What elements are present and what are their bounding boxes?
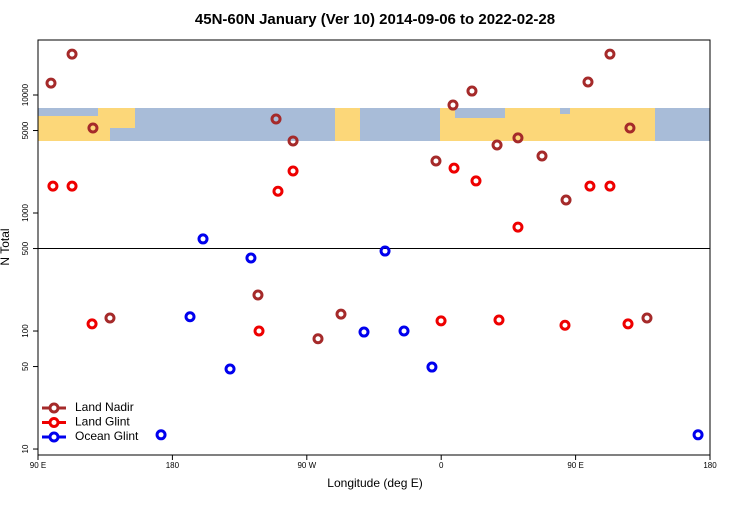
y-tick-label: 50 bbox=[21, 362, 30, 371]
data-point bbox=[622, 318, 634, 330]
data-point bbox=[493, 314, 505, 326]
data-point bbox=[624, 122, 636, 134]
data-point bbox=[287, 165, 299, 177]
data-point bbox=[270, 113, 282, 125]
data-point bbox=[430, 155, 442, 167]
data-point bbox=[512, 132, 524, 144]
legend-marker bbox=[48, 417, 60, 428]
data-point bbox=[604, 48, 616, 60]
data-point bbox=[224, 363, 236, 375]
data-point bbox=[104, 312, 116, 324]
data-point bbox=[448, 162, 460, 174]
y-axis-label: N Total bbox=[0, 228, 12, 265]
data-point bbox=[470, 175, 482, 187]
data-point bbox=[435, 315, 447, 327]
x-tick-label: 90 E bbox=[567, 461, 583, 470]
x-tick-label: 180 bbox=[703, 461, 717, 470]
data-point bbox=[536, 150, 548, 162]
x-tick-label: 180 bbox=[166, 461, 180, 470]
data-point bbox=[47, 180, 59, 192]
data-point bbox=[253, 325, 265, 337]
data-point bbox=[692, 429, 704, 441]
x-tick-label: 90 E bbox=[30, 461, 46, 470]
data-point bbox=[559, 319, 571, 331]
data-point bbox=[582, 76, 594, 88]
data-point bbox=[604, 180, 616, 192]
data-point bbox=[252, 289, 264, 301]
data-point bbox=[197, 233, 209, 245]
y-tick-label: 100 bbox=[21, 324, 30, 338]
data-point bbox=[45, 77, 57, 89]
legend-marker bbox=[48, 431, 60, 443]
data-point bbox=[584, 180, 596, 192]
y-tick-label: 10 bbox=[21, 444, 30, 453]
data-point bbox=[184, 311, 196, 323]
legend-label: Land Nadir bbox=[75, 400, 134, 414]
plot-frame bbox=[37, 39, 711, 456]
y-tick-label: 10000 bbox=[21, 83, 30, 106]
data-point bbox=[426, 361, 438, 373]
data-point bbox=[66, 180, 78, 192]
data-point bbox=[272, 185, 284, 197]
data-point bbox=[335, 308, 347, 320]
data-point bbox=[641, 312, 653, 324]
x-tick-label: 0 bbox=[439, 461, 444, 470]
data-point bbox=[358, 326, 370, 338]
data-point bbox=[66, 48, 78, 60]
data-point bbox=[245, 252, 257, 264]
data-point bbox=[87, 122, 99, 134]
map-band bbox=[38, 108, 710, 141]
data-point bbox=[287, 135, 299, 147]
y-tick-label: 5000 bbox=[21, 121, 30, 139]
x-tick-label: 90 W bbox=[297, 461, 316, 470]
data-point bbox=[466, 85, 478, 97]
data-point bbox=[447, 99, 459, 111]
data-point bbox=[512, 221, 524, 233]
legend-marker bbox=[48, 402, 60, 414]
y-tick-label: 500 bbox=[21, 241, 30, 255]
data-point bbox=[398, 325, 410, 337]
chart-title: 45N-60N January (Ver 10) 2014-09-06 to 2… bbox=[195, 11, 555, 28]
x-axis-label: Longitude (deg E) bbox=[327, 476, 422, 490]
legend-label: Land Glint bbox=[75, 415, 130, 429]
y-tick-label: 1000 bbox=[21, 204, 30, 222]
data-point bbox=[155, 429, 167, 441]
data-point bbox=[312, 333, 324, 345]
data-point bbox=[379, 245, 391, 257]
legend-label: Ocean Glint bbox=[75, 429, 139, 443]
data-point bbox=[86, 318, 98, 330]
data-point bbox=[491, 139, 503, 151]
data-point bbox=[560, 194, 572, 206]
